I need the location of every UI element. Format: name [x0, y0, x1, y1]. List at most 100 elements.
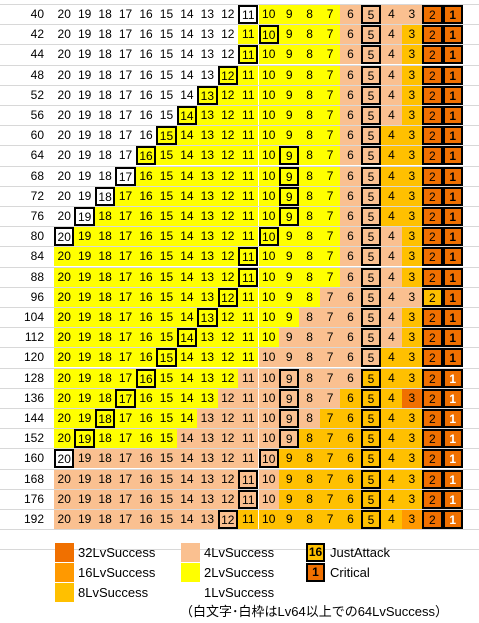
success-cell: 17	[115, 308, 136, 327]
success-cell: 13	[197, 227, 218, 247]
success-cell: 19	[74, 146, 95, 166]
success-cell: 18	[94, 348, 116, 368]
success-cell: 2	[422, 388, 443, 408]
success-cell: 16	[135, 429, 157, 449]
success-cell: 19	[74, 5, 95, 24]
grid-line	[0, 145, 479, 147]
success-cell: 13	[197, 166, 218, 186]
success-cell: 15	[156, 368, 177, 388]
success-cell: 3	[401, 45, 423, 65]
success-cell: 6	[340, 348, 361, 368]
success-cell: 16	[135, 469, 157, 489]
success-cell: 4	[381, 308, 402, 327]
success-cell: 12	[217, 489, 239, 509]
success-cell: 11	[238, 247, 259, 267]
success-cell: 10	[258, 328, 279, 348]
success-cell: 9	[278, 308, 300, 327]
success-cell: 6	[340, 25, 361, 45]
success-cell: 3	[401, 489, 423, 509]
success-cell: 1	[442, 328, 463, 348]
success-cell: 18	[94, 429, 116, 449]
level-label: 76	[30, 209, 44, 223]
success-cell: 5	[360, 207, 382, 226]
success-cell: 5	[360, 328, 382, 348]
success-cell: 1	[442, 146, 463, 166]
success-cell: 12	[217, 308, 239, 327]
success-cell: 14	[176, 429, 198, 449]
success-cell: 9	[278, 65, 300, 85]
success-cell: 20	[54, 308, 75, 327]
success-cell: 13	[197, 186, 218, 206]
success-cell: 15	[156, 25, 177, 45]
grid-line	[0, 286, 479, 288]
success-cell: 5	[360, 287, 382, 307]
success-cell: 18	[94, 146, 116, 166]
success-cell: 6	[340, 207, 361, 226]
success-cell: 17	[115, 106, 136, 125]
level-label: 192	[23, 512, 44, 526]
success-cell: 14	[176, 287, 198, 307]
success-cell: 10	[258, 287, 279, 307]
success-cell: 6	[340, 308, 361, 327]
legend-note: （白文字･白枠はLv64以上での64LvSuccess）	[180, 604, 449, 619]
success-cell: 8	[299, 85, 320, 105]
success-cell: 19	[74, 287, 95, 307]
success-cell: 14	[176, 65, 198, 85]
success-cell: 3	[401, 126, 423, 146]
success-cell: 13	[197, 5, 218, 24]
success-cell: 7	[319, 489, 341, 509]
success-cell: 10	[258, 510, 279, 529]
success-cell: 7	[319, 328, 341, 348]
success-cell: 6	[340, 388, 361, 408]
success-cell: 13	[197, 85, 218, 105]
success-cell: 11	[238, 106, 259, 125]
success-cell: 11	[238, 287, 259, 307]
success-cell: 12	[217, 106, 239, 125]
level-label: 152	[23, 431, 44, 446]
success-cell: 14	[176, 227, 198, 247]
success-cell: 17	[115, 186, 136, 206]
success-cell: 15	[156, 469, 177, 489]
success-cell: 13	[197, 469, 218, 489]
success-cell: 16	[135, 65, 157, 85]
success-cell: 3	[401, 25, 423, 45]
success-cell: 9	[278, 186, 300, 206]
success-cell: 18	[94, 308, 116, 327]
grid-line	[0, 367, 479, 369]
success-cell: 11	[238, 186, 259, 206]
success-cell: 1	[442, 247, 463, 267]
success-cell: 13	[197, 409, 218, 428]
success-cell: 9	[278, 489, 300, 509]
success-cell: 1	[442, 469, 463, 489]
success-cell: 10	[258, 227, 279, 247]
success-cell: 8	[299, 186, 320, 206]
success-cell: 19	[74, 247, 95, 267]
success-cell: 5	[360, 227, 382, 247]
success-cell: 3	[401, 106, 423, 125]
success-cell: 14	[176, 388, 198, 408]
success-cell: 16	[135, 348, 157, 368]
legend-swatch-justattack: 16	[306, 543, 325, 562]
success-cell: 13	[197, 489, 218, 509]
success-cell: 3	[401, 146, 423, 166]
success-cell: 1	[442, 65, 463, 85]
success-cell: 15	[156, 85, 177, 105]
success-cell: 9	[278, 5, 300, 24]
success-cell: 12	[217, 388, 239, 408]
success-cell: 20	[54, 388, 75, 408]
success-cell: 3	[401, 510, 423, 529]
success-cell: 15	[156, 449, 177, 469]
success-cell: 9	[278, 166, 300, 186]
success-cell: 8	[299, 489, 320, 509]
legend: 32LvSuccess 16LvSuccess 8LvSuccess 4LvSu…	[0, 543, 479, 623]
success-cell: 18	[94, 106, 116, 125]
success-cell: 9	[278, 510, 300, 529]
success-cell: 19	[74, 25, 95, 45]
level-label: 80	[30, 229, 44, 244]
success-cell: 5	[360, 5, 382, 24]
success-cell: 6	[340, 409, 361, 428]
success-cell: 4	[381, 227, 402, 247]
success-cell: 8	[299, 449, 320, 469]
success-cell: 18	[94, 227, 116, 247]
success-cell: 8	[299, 126, 320, 146]
